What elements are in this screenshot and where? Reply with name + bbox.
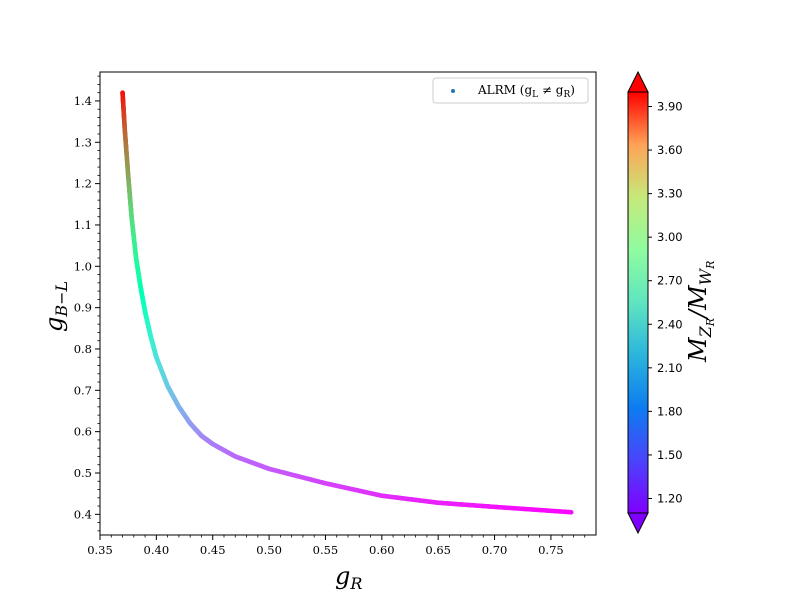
colorbar-title-m1: M	[684, 336, 712, 363]
x-tick-label: 0.55	[313, 543, 339, 557]
colorbar-title: MZR/MWR	[684, 261, 717, 363]
x-tick-label: 0.60	[369, 543, 395, 557]
legend-label-text: ALRM (g	[477, 83, 532, 97]
colorbar-tick-label: 3.90	[657, 100, 683, 114]
x-axis-title-base: g	[335, 562, 350, 590]
y-tick-label: 0.6	[74, 425, 92, 439]
colorbar-gradient	[627, 91, 649, 514]
y-tick-label: 0.5	[74, 466, 92, 480]
legend-label: ALRM (gL ≠ gR)	[477, 83, 575, 100]
y-tick-label: 1.0	[74, 259, 92, 273]
legend-label-end: )	[570, 83, 575, 97]
legend-label-sub-r: R	[564, 90, 571, 100]
x-tick-label: 0.65	[425, 543, 451, 557]
legend-box	[432, 77, 589, 104]
y-tick-label: 0.9	[74, 301, 92, 315]
colorbar-tick-label: 1.80	[657, 404, 683, 418]
y-axis-title-sub: B−L	[52, 281, 71, 318]
y-tick-label: 0.4	[74, 507, 92, 521]
y-tick-label: 1.3	[74, 135, 92, 149]
colorbar-tick-label: 3.60	[657, 143, 683, 157]
colorbar-tick-label: 2.40	[657, 317, 683, 331]
x-axis-title-sub: R	[349, 574, 362, 593]
colorbar-title-w: W	[696, 267, 715, 285]
colorbar-title-wr: R	[704, 261, 717, 270]
x-tick-label: 0.75	[538, 543, 564, 557]
data-point	[568, 509, 574, 515]
y-axis: 0.4 0.5 0.6 0.7 0.8 0.9 1.0 1.1 1.2 1.3 1.4	[74, 75, 100, 532]
colorbar-tick-label: 1.50	[657, 448, 683, 462]
y-axis-title-base: g	[40, 317, 68, 332]
colorbar-extend-bottom	[627, 512, 649, 535]
colorbar-ticks: 1.20 1.50 1.80 2.10 2.40 2.70 3.00 3.30 3.60 3.90	[648, 100, 683, 505]
x-tick-label: 0.35	[87, 543, 113, 557]
colorbar-title-z: Z	[696, 325, 715, 338]
colorbar-tick-label: 2.70	[657, 274, 683, 288]
x-axis: 0.35 0.40 0.45 0.50 0.55 0.60 0.65 0.70 0.75	[87, 535, 586, 557]
y-tick-label: 1.4	[74, 94, 92, 108]
colorbar-title-slash: /M	[684, 284, 712, 320]
colorbar-title-zr: R	[704, 318, 717, 327]
colorbar-extend-top	[627, 70, 649, 93]
legend-marker	[451, 89, 455, 93]
y-tick-label: 1.2	[74, 177, 92, 191]
y-tick-label: 0.7	[74, 383, 92, 397]
colorbar-tick-label: 1.20	[657, 491, 683, 505]
x-tick-label: 0.40	[144, 543, 170, 557]
x-tick-label: 0.70	[482, 543, 508, 557]
y-tick-label: 0.8	[74, 342, 92, 356]
legend-label-sub-l: L	[532, 90, 538, 100]
legend: ALRM (gL ≠ gR)	[432, 77, 589, 104]
x-axis-title: gR	[335, 562, 362, 593]
colorbar: 1.20 1.50 1.80 2.10 2.40 2.70 3.00 3.30 3.60 3.90…	[627, 70, 717, 535]
y-axis-title: gB−L	[40, 281, 71, 332]
legend-label-mid: ≠ g	[538, 83, 564, 97]
plot-area	[100, 72, 596, 535]
colorbar-tick-label: 3.30	[657, 187, 683, 201]
colorbar-tick-label: 2.10	[657, 361, 683, 375]
x-tick-label: 0.50	[256, 543, 282, 557]
scatter-series	[120, 90, 574, 515]
x-tick-label: 0.45	[200, 543, 226, 557]
y-tick-label: 1.1	[74, 218, 92, 232]
colorbar-tick-label: 3.00	[657, 230, 683, 244]
